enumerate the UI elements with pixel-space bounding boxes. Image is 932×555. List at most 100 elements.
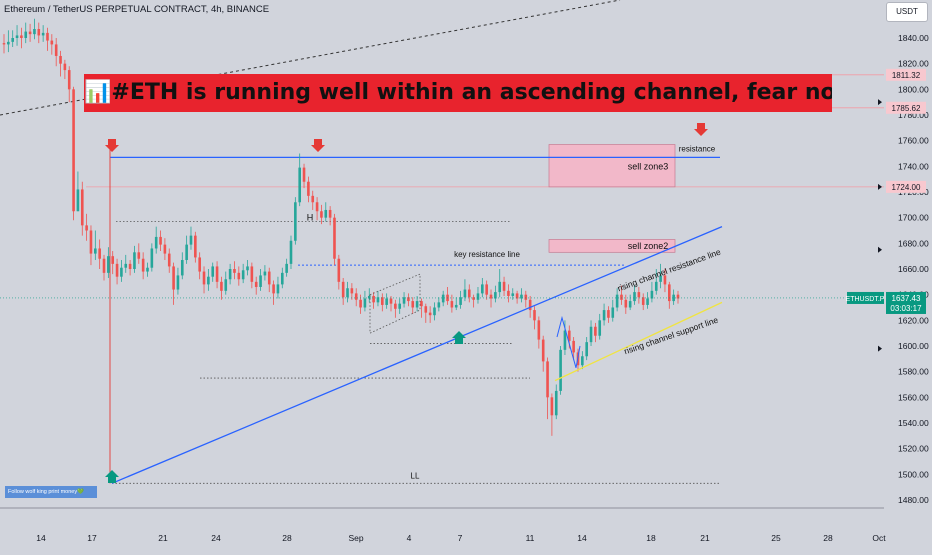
candle-body[interactable] [76, 189, 80, 212]
candle-body[interactable] [528, 299, 532, 311]
sell-zone-box[interactable] [548, 144, 676, 188]
candle-body[interactable] [54, 44, 58, 56]
candle-body[interactable] [328, 209, 332, 218]
candle-body[interactable] [428, 312, 432, 316]
candle-body[interactable] [411, 301, 415, 308]
candle-body[interactable] [150, 248, 154, 268]
candle-body[interactable] [228, 269, 232, 280]
candle-body[interactable] [189, 235, 193, 245]
candle-body[interactable] [11, 38, 15, 42]
candle-body[interactable] [337, 258, 341, 282]
candle-body[interactable] [72, 89, 75, 212]
candle-body[interactable] [420, 301, 423, 307]
candle-body[interactable] [320, 211, 323, 218]
candle-body[interactable] [359, 299, 362, 308]
candle-body[interactable] [350, 288, 354, 294]
candle-body[interactable] [620, 294, 623, 300]
candle-body[interactable] [659, 275, 662, 282]
candle-body[interactable] [394, 303, 397, 309]
candle-body[interactable] [550, 397, 554, 416]
candle-body[interactable] [607, 310, 610, 318]
candle-body[interactable] [250, 266, 254, 282]
candle-body[interactable] [59, 55, 62, 64]
price-axis-panel[interactable] [884, 0, 932, 550]
candle-body[interactable] [450, 301, 454, 308]
candle-body[interactable] [515, 293, 519, 299]
candle-body[interactable] [37, 29, 41, 36]
candle-body[interactable] [167, 253, 171, 267]
candle-body[interactable] [85, 225, 88, 231]
candle-body[interactable] [267, 271, 271, 285]
channel-resistance-line[interactable] [111, 226, 723, 484]
candle-body[interactable] [141, 258, 145, 272]
candle-body[interactable] [180, 260, 184, 276]
candle-body[interactable] [33, 29, 36, 35]
candle-body[interactable] [198, 257, 201, 272]
candle-body[interactable] [185, 244, 188, 261]
candle-body[interactable] [220, 281, 223, 291]
candle-body[interactable] [237, 272, 241, 280]
candle-body[interactable] [246, 266, 249, 271]
candle-body[interactable] [667, 284, 671, 302]
candle-body[interactable] [481, 284, 484, 294]
candle-body[interactable] [211, 266, 215, 277]
candle-body[interactable] [15, 35, 19, 38]
candle-body[interactable] [437, 302, 441, 308]
candle-body[interactable] [402, 297, 406, 304]
candle-body[interactable] [454, 304, 458, 308]
candle-body[interactable] [263, 271, 267, 276]
wedge-lines[interactable] [556, 315, 581, 368]
candle-body[interactable] [646, 298, 649, 305]
symbol-title[interactable]: Ethereum / TetherUS PERPETUAL CONTRACT, … [4, 4, 270, 15]
candle-body[interactable] [663, 275, 667, 285]
candle-body[interactable] [315, 202, 319, 212]
candle-body[interactable] [2, 43, 6, 45]
candle-body[interactable] [398, 303, 402, 309]
candle-body[interactable] [472, 297, 475, 300]
candle-body[interactable] [354, 293, 358, 300]
candle-body[interactable] [7, 41, 10, 45]
candle-body[interactable] [611, 307, 615, 318]
candle-body[interactable] [28, 31, 32, 35]
candle-body[interactable] [676, 294, 680, 299]
candle-body[interactable] [233, 269, 236, 273]
candle-body[interactable] [289, 240, 293, 264]
candle-body[interactable] [485, 284, 488, 295]
candle-body[interactable] [154, 236, 158, 249]
candle-body[interactable] [89, 230, 93, 254]
candle-body[interactable] [424, 306, 428, 313]
candle-body[interactable] [554, 390, 558, 416]
candle-body[interactable] [489, 294, 493, 299]
candle-body[interactable] [541, 339, 545, 362]
candle-body[interactable] [585, 342, 588, 357]
candle-body[interactable] [128, 263, 132, 269]
candle-body[interactable] [537, 320, 541, 340]
candle-body[interactable] [285, 263, 288, 273]
candle-body[interactable] [363, 298, 367, 308]
candle-body[interactable] [259, 275, 262, 287]
candle-body[interactable] [467, 289, 471, 298]
candle-body[interactable] [524, 294, 528, 300]
candle-body[interactable] [628, 301, 632, 308]
candle-body[interactable] [502, 281, 506, 291]
candle-body[interactable] [376, 297, 380, 303]
candle-body[interactable] [641, 297, 645, 305]
candle-body[interactable] [637, 292, 641, 298]
candle-body[interactable] [159, 236, 162, 245]
candle-body[interactable] [520, 294, 523, 299]
candle-body[interactable] [272, 284, 275, 294]
flag-pattern[interactable] [369, 273, 421, 334]
candle-body[interactable] [207, 276, 210, 285]
candle-body[interactable] [654, 281, 658, 291]
candle-body[interactable] [194, 235, 197, 258]
candle-body[interactable] [615, 294, 619, 308]
candle-body[interactable] [307, 181, 310, 196]
candle-body[interactable] [602, 310, 606, 321]
candle-body[interactable] [94, 248, 97, 254]
candle-body[interactable] [463, 289, 467, 298]
candle-body[interactable] [459, 297, 462, 305]
candle-body[interactable] [559, 349, 562, 391]
candle-body[interactable] [433, 307, 436, 316]
